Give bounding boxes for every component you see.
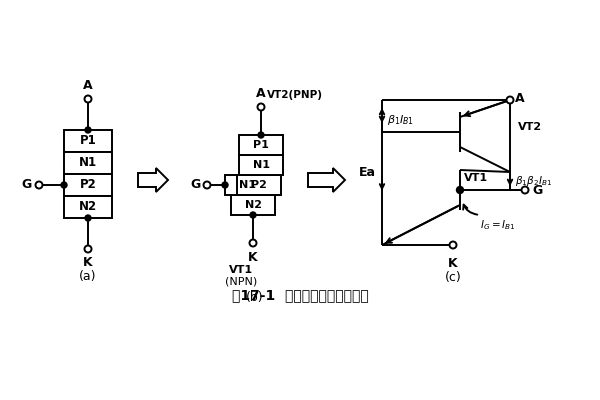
Circle shape [449,242,457,248]
Text: N2: N2 [245,200,262,210]
Circle shape [258,132,264,138]
Text: G: G [532,184,542,196]
Text: G: G [191,178,201,192]
Text: VT2(PNP): VT2(PNP) [267,90,323,100]
Polygon shape [138,168,168,192]
Text: K: K [83,256,93,269]
Circle shape [250,240,257,246]
Text: 图17-1  单向晶闸管结构原理图: 图17-1 单向晶闸管结构原理图 [232,288,368,302]
Text: (NPN): (NPN) [225,276,257,286]
Text: VT1: VT1 [229,265,253,275]
Bar [64,174,112,196]
Polygon shape [308,168,345,192]
Text: (b): (b) [246,291,264,304]
Circle shape [203,182,211,188]
Text: A: A [83,79,93,92]
Text: K: K [448,257,458,270]
Bar [239,135,283,155]
Bar [237,175,281,195]
Text: $\beta_1 I_{B1}$: $\beta_1 I_{B1}$ [387,113,414,127]
Bar [64,152,112,174]
Circle shape [521,186,529,194]
Text: G: G [22,178,32,192]
Circle shape [61,182,67,188]
Text: N1: N1 [253,160,269,170]
Bar [64,130,112,152]
Text: Ea: Ea [359,166,376,179]
Text: N1: N1 [79,156,97,170]
Circle shape [85,215,91,221]
Circle shape [257,104,265,110]
Circle shape [250,212,256,218]
Circle shape [85,127,91,133]
Text: N1: N1 [239,180,256,190]
Text: A: A [256,87,266,100]
Bar [225,175,269,195]
Circle shape [85,96,91,102]
Bar [231,195,275,215]
Text: P2: P2 [251,180,267,190]
Circle shape [506,96,514,104]
Text: (c): (c) [445,271,461,284]
Text: P2: P2 [80,178,97,192]
Bar [239,155,283,175]
Text: VT1: VT1 [464,173,488,183]
Text: N2: N2 [79,200,97,214]
Circle shape [222,182,228,188]
Circle shape [35,182,43,188]
Text: (a): (a) [79,270,97,283]
Circle shape [457,186,464,194]
Text: $I_G=I_{B1}$: $I_G=I_{B1}$ [480,218,516,232]
Text: P1: P1 [253,140,269,150]
Text: K: K [248,251,258,264]
Bar [64,196,112,218]
Text: VT2: VT2 [518,122,542,132]
Text: A: A [515,92,524,104]
Circle shape [85,246,91,252]
Text: P1: P1 [80,134,97,148]
Text: $\beta_1\beta_2 I_{B1}$: $\beta_1\beta_2 I_{B1}$ [515,174,552,188]
